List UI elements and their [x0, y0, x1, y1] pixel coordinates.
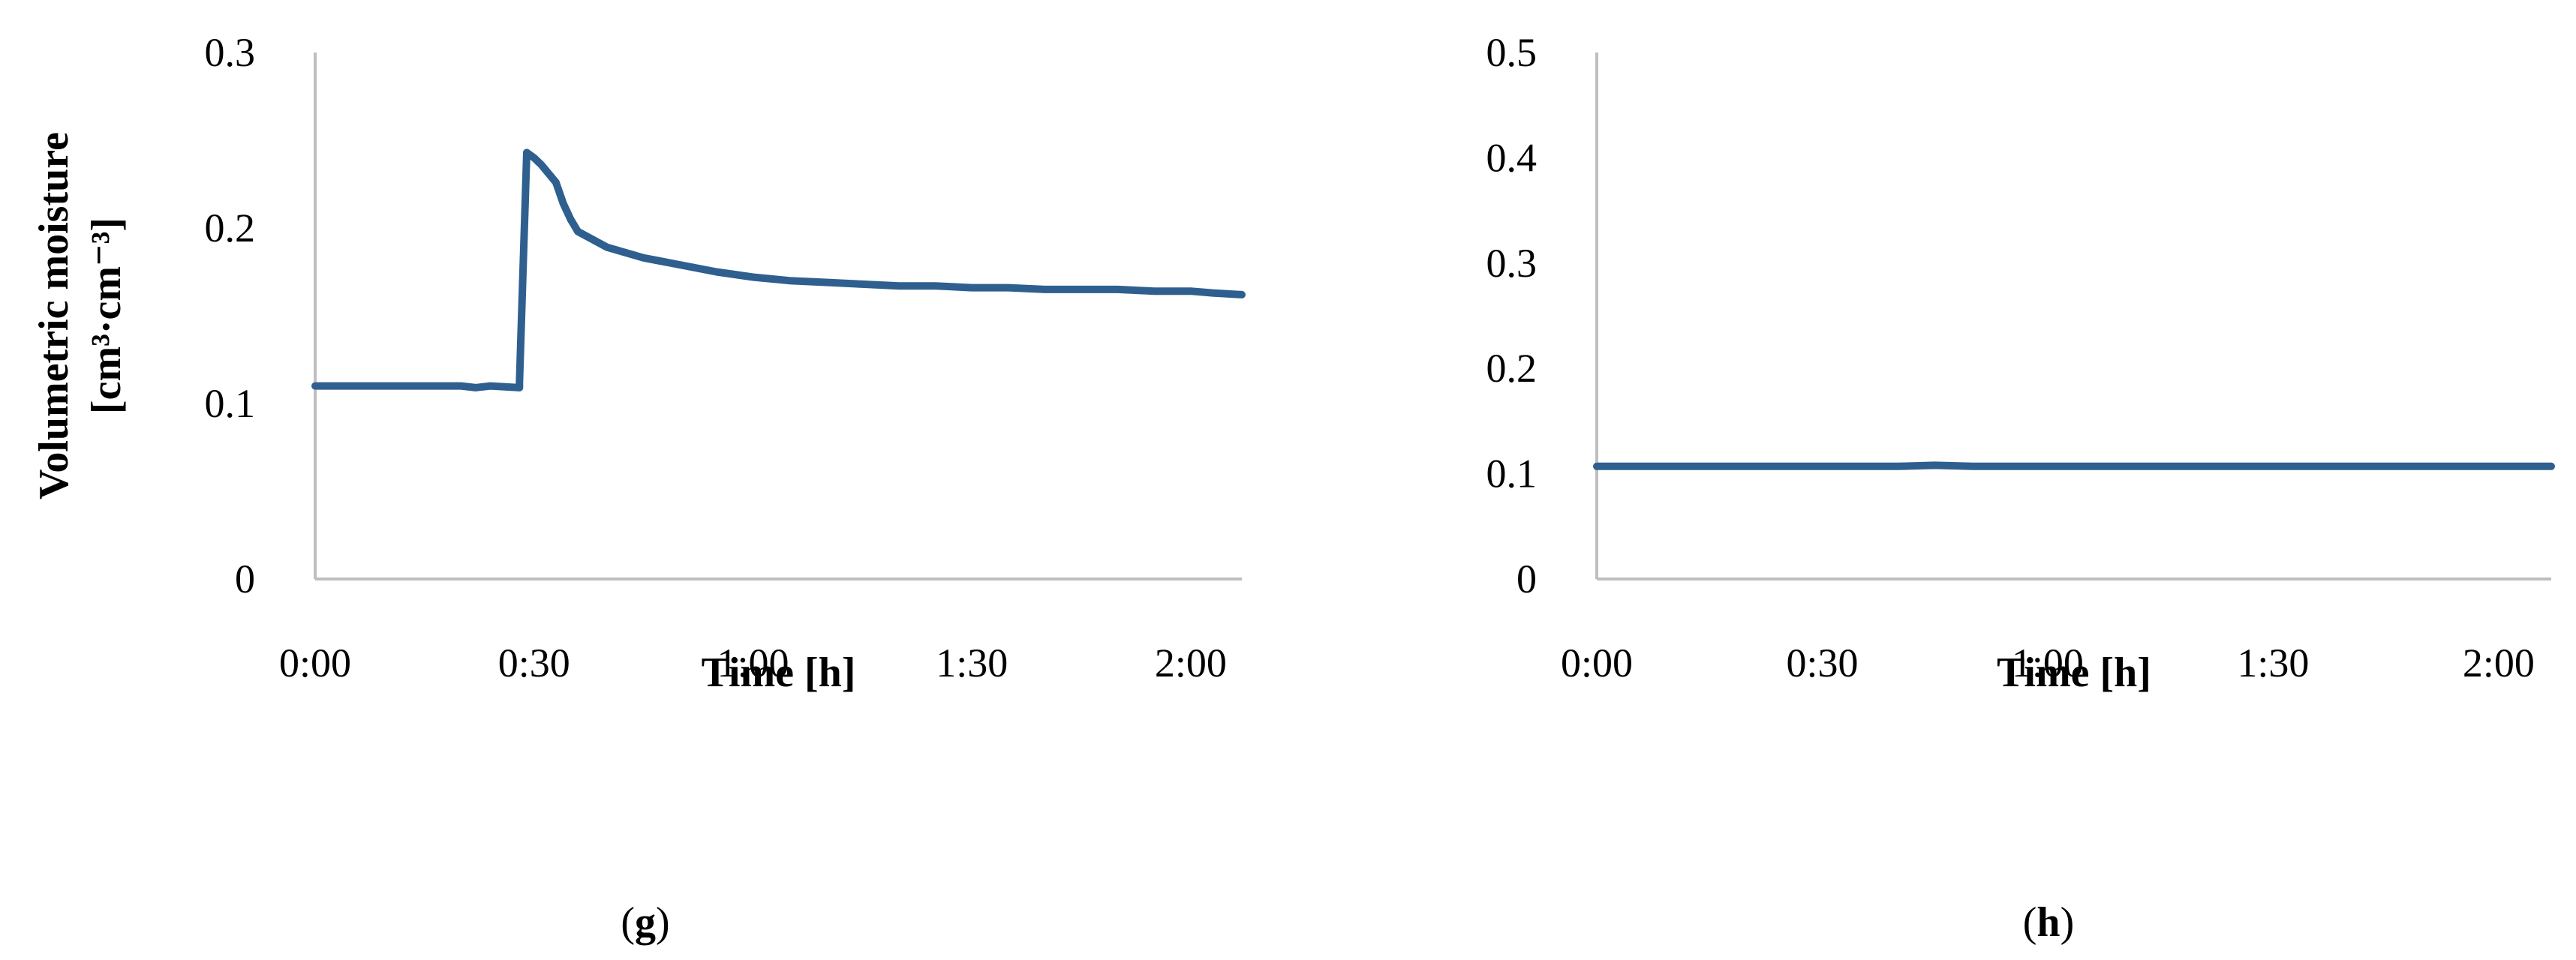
x-tick-label: 0:00 — [279, 640, 351, 686]
panel-label-g: (g) — [621, 899, 669, 946]
x-axis-title: Time [h] — [1997, 650, 2151, 696]
y-tick-label: 0 — [235, 556, 255, 602]
x-tick-label: 1:30 — [2237, 640, 2309, 686]
x-tick-label: 1:30 — [936, 640, 1008, 686]
y-tick-label: 0.2 — [1486, 346, 1537, 391]
y-tick-label: 0.2 — [205, 206, 256, 250]
y-tick-label: 0.4 — [1486, 135, 1537, 180]
x-tick-label: 0:00 — [1561, 640, 1633, 686]
y-tick-label: 0.3 — [205, 30, 256, 75]
x-tick-label: 1:00 — [2012, 640, 2084, 686]
y-axis-unit: [cm³·cm⁻³] — [83, 218, 130, 414]
x-axis-title: Time [h] — [702, 650, 856, 696]
chart-panel-h: 0 0.1 0.2 0.3 0.4 0.5 0:00 0:30 1:00 1:30 2:00 Time… — [1486, 30, 2555, 696]
x-tick-label: 0:30 — [498, 640, 570, 686]
series-line — [311, 148, 1246, 392]
y-tick-label: 0.5 — [1486, 30, 1537, 75]
x-tick-label: 1:00 — [717, 640, 789, 686]
x-tick-label: 2:00 — [2463, 640, 2535, 686]
x-tick-label: 0:30 — [1786, 640, 1858, 686]
panel-label-h: (h) — [2023, 899, 2074, 946]
y-tick-label: 0 — [1516, 556, 1537, 602]
y-tick-label: 0.3 — [1486, 241, 1537, 286]
y-tick-label: 0.1 — [1486, 452, 1537, 496]
y-tick-label: 0.1 — [205, 381, 256, 426]
y-axis-title: Volumetric moisture — [31, 132, 77, 500]
series-line — [1593, 461, 2555, 470]
x-tick-label: 2:00 — [1155, 640, 1227, 686]
chart-panel-g: 0 0.1 0.2 0.3 0:00 0:30 1:00 1:30 2:00 Time [h] Vo… — [31, 30, 1246, 696]
